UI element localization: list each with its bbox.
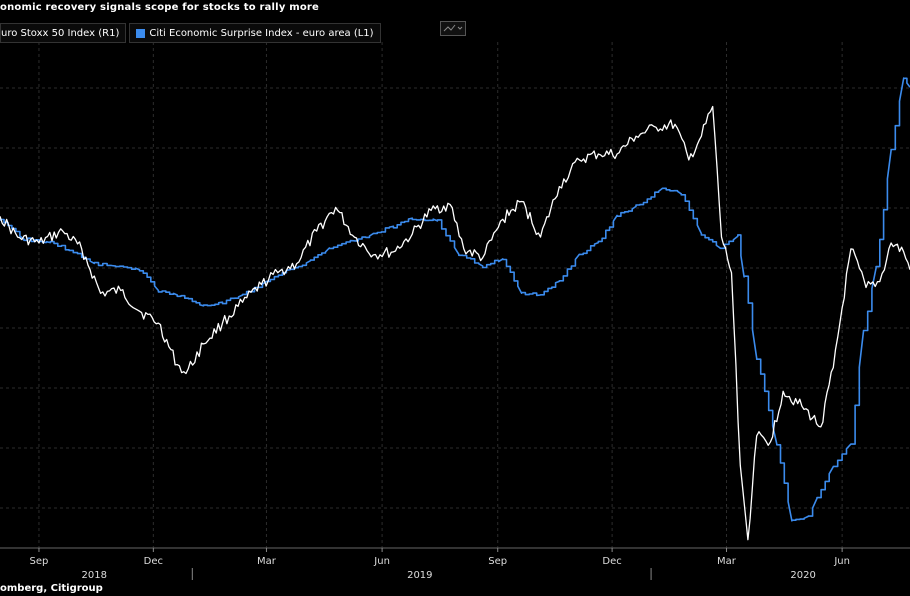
series-line-citi-surprise (0, 77, 910, 522)
x-year-label: 2020 (790, 570, 815, 581)
legend-swatch-citi (136, 28, 146, 38)
legend-label-citi: Citi Economic Surprise Index - euro area… (149, 27, 374, 39)
series-lines (0, 77, 910, 541)
series-line-eurostoxx (0, 105, 910, 541)
chart-title: onomic recovery signals scope for stocks… (0, 2, 320, 13)
source-note: omberg, Citigroup (0, 583, 103, 594)
x-tick-label: Dec (144, 556, 163, 567)
x-year-label: 2018 (82, 570, 107, 581)
x-tick-label: Jun (373, 556, 390, 567)
x-tick-label: Sep (30, 556, 49, 567)
x-tick-label: Sep (488, 556, 507, 567)
x-year-label: 2019 (407, 570, 432, 581)
x-tick-label: Dec (602, 556, 621, 567)
legend-item-eurostoxx[interactable]: uro Stoxx 50 Index (R1) (0, 23, 127, 43)
x-axis: Sep Dec Mar Jun Sep Dec Mar Jun 2018 2019 2020 (0, 547, 910, 581)
x-tick-label: Mar (257, 556, 277, 567)
grid (0, 42, 910, 548)
legend-label-eurostoxx: uro Stoxx 50 Index (R1) (1, 27, 120, 39)
line-chart-icon (443, 24, 463, 32)
x-tick-label: Mar (717, 556, 737, 567)
legend-item-citi[interactable]: Citi Economic Surprise Index - euro area… (129, 23, 381, 43)
x-tick-label: Jun (833, 556, 850, 567)
legend: uro Stoxx 50 Index (R1) Citi Economic Su… (0, 23, 381, 43)
chart-type-toggle-icon[interactable] (440, 21, 466, 36)
